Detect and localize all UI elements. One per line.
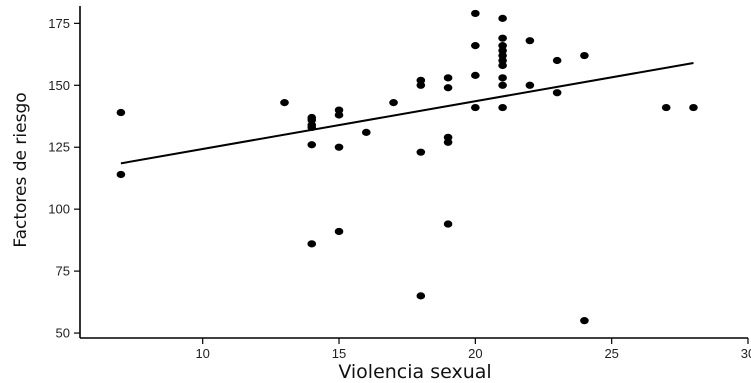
data-point-28 <box>498 14 507 22</box>
x-axis-title: Violencia sexual <box>338 361 491 383</box>
data-point-10 <box>334 111 344 119</box>
data-point-39 <box>525 81 535 89</box>
data-point-33 <box>498 56 507 65</box>
data-point-40 <box>552 56 562 65</box>
data-point-0 <box>116 108 126 117</box>
data-point-12 <box>334 227 344 236</box>
data-point-25 <box>471 42 480 50</box>
data-point-9 <box>334 106 344 114</box>
x-tick-label-15: 15 <box>332 346 346 361</box>
data-point-37 <box>498 103 507 112</box>
data-point-27 <box>471 103 480 112</box>
x-tick-label-25: 25 <box>604 346 618 361</box>
data-point-1 <box>116 170 126 179</box>
data-point-17 <box>416 148 426 156</box>
data-point-38 <box>525 37 535 45</box>
y-axis-title: Factores de riesgo <box>11 92 31 247</box>
data-point-23 <box>443 220 453 228</box>
y-tick-label-75: 75 <box>56 264 70 279</box>
data-point-36 <box>498 81 507 89</box>
data-point-16 <box>416 81 426 89</box>
data-point-15 <box>416 76 426 84</box>
data-point-13 <box>361 128 371 136</box>
data-point-21 <box>443 133 453 141</box>
data-point-22 <box>443 138 453 146</box>
data-point-30 <box>498 42 507 50</box>
data-point-29 <box>498 34 507 42</box>
trendline-layer <box>120 62 694 165</box>
data-point-35 <box>498 74 507 82</box>
data-point-14 <box>389 99 398 107</box>
data-point-2 <box>280 99 289 107</box>
data-point-34 <box>498 61 507 70</box>
data-point-8 <box>307 240 317 248</box>
data-point-19 <box>443 74 453 82</box>
data-point-18 <box>416 292 426 300</box>
data-point-45 <box>689 103 698 112</box>
y-tick-label-150: 150 <box>48 78 70 93</box>
points-layer <box>116 9 698 325</box>
x-tick-label-30: 30 <box>741 346 751 361</box>
data-point-41 <box>552 89 562 97</box>
data-point-42 <box>580 51 589 60</box>
data-point-11 <box>334 143 344 151</box>
x-tick-label-20: 20 <box>468 346 482 361</box>
x-ticks: 10 15 20 25 30 <box>195 338 751 361</box>
data-point-24 <box>471 9 480 18</box>
x-tick-label-10: 10 <box>195 346 209 361</box>
y-tick-label-50: 50 <box>56 326 70 341</box>
data-point-44 <box>661 103 671 112</box>
trend-line <box>120 62 694 165</box>
data-point-4 <box>307 116 317 124</box>
y-tick-label-100: 100 <box>48 202 70 217</box>
data-point-20 <box>443 84 453 92</box>
data-point-32 <box>498 51 507 60</box>
data-point-43 <box>580 317 589 325</box>
y-tick-label-125: 125 <box>48 140 70 155</box>
y-ticks: 50 75 100 125 150 175 <box>48 16 80 341</box>
y-tick-label-175: 175 <box>48 16 70 31</box>
data-point-26 <box>471 71 480 79</box>
data-point-31 <box>498 46 507 55</box>
data-point-7 <box>307 141 317 149</box>
